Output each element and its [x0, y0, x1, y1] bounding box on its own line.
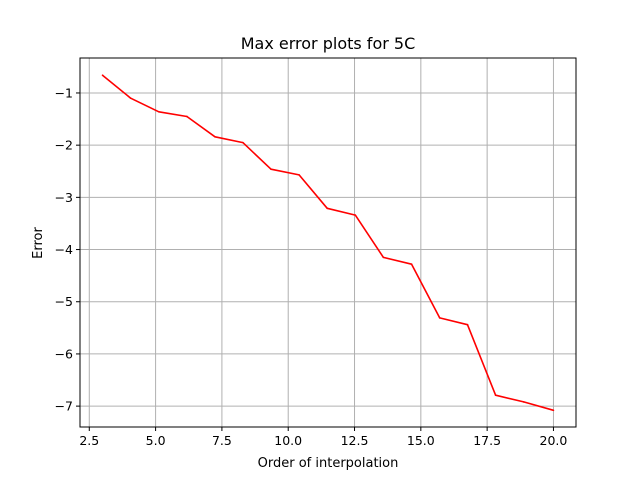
y-tick-label: −5: [55, 294, 73, 309]
series-layer: [101, 74, 555, 412]
x-tick-label: 12.5: [341, 433, 369, 448]
y-tick-label: −2: [55, 138, 73, 153]
data-point: [552, 409, 555, 412]
data-point: [242, 141, 244, 144]
data-point: [410, 263, 413, 265]
y-tick-label: −4: [55, 242, 73, 257]
data-point: [354, 214, 357, 216]
y-tick-label: −7: [55, 399, 73, 414]
y-axis-label: Error: [31, 227, 46, 259]
data-point: [382, 256, 385, 259]
data-point: [438, 317, 441, 319]
x-tick-label: 17.5: [473, 433, 501, 448]
x-tick-label: 15.0: [407, 433, 435, 448]
y-tick-label: −3: [55, 190, 73, 205]
x-tick-label: 2.5: [79, 433, 99, 448]
x-tick-label: 5.0: [146, 433, 166, 448]
plot-frame: [79, 57, 577, 428]
data-point: [214, 136, 216, 138]
x-tick-label: 20.0: [540, 433, 568, 448]
y-axis: −1 −2 −3 −4 −5 −6 −7: [55, 85, 80, 414]
data-point: [298, 174, 300, 176]
x-axis: 2.5 5.0 7.5 10.0 12.5 15.0 17.5 20.0: [79, 427, 567, 448]
x-tick-label: 7.5: [212, 433, 232, 448]
y-tick-label: −6: [55, 346, 73, 361]
x-tick-label: 10.0: [274, 433, 302, 448]
chart-title: Max error plots for 5C: [241, 34, 416, 53]
data-point: [186, 115, 188, 118]
data-point: [270, 168, 272, 170]
grid: [80, 58, 576, 427]
data-point: [326, 207, 329, 210]
data-point: [157, 110, 160, 113]
x-axis-label: Order of interpolation: [258, 456, 399, 471]
data-point: [494, 394, 497, 396]
data-point: [466, 323, 469, 326]
data-point: [129, 97, 132, 99]
y-tick-label: −1: [55, 85, 73, 100]
data-point: [101, 74, 104, 77]
data-point: [522, 401, 525, 403]
